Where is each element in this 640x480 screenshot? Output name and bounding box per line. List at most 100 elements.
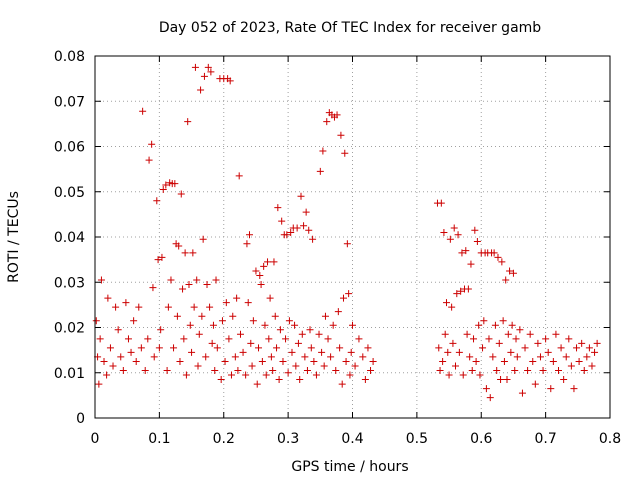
data-points bbox=[92, 63, 601, 402]
data-point bbox=[503, 376, 511, 384]
data-point bbox=[248, 362, 256, 370]
data-point bbox=[337, 131, 345, 139]
plot-frame bbox=[94, 55, 611, 419]
data-point bbox=[593, 339, 601, 347]
data-point bbox=[97, 276, 105, 284]
data-point bbox=[455, 348, 463, 356]
x-tick-label: 0.7 bbox=[534, 431, 556, 447]
data-point bbox=[578, 339, 586, 347]
data-point bbox=[106, 344, 114, 352]
data-point bbox=[345, 290, 353, 298]
y-tick-label: 0.06 bbox=[54, 140, 85, 156]
data-point bbox=[276, 326, 284, 334]
data-point bbox=[470, 335, 478, 343]
data-point bbox=[450, 224, 458, 232]
data-point bbox=[246, 231, 253, 239]
data-point bbox=[448, 303, 456, 311]
data-point bbox=[229, 312, 237, 320]
data-point bbox=[338, 380, 346, 388]
data-point bbox=[208, 339, 216, 347]
data-point bbox=[547, 385, 555, 393]
data-point bbox=[544, 348, 552, 356]
data-point bbox=[182, 371, 190, 379]
data-point bbox=[506, 267, 514, 275]
data-point bbox=[193, 276, 201, 284]
data-point bbox=[218, 317, 226, 325]
data-point bbox=[318, 348, 326, 356]
data-point bbox=[583, 353, 591, 361]
y-tick-label: 0.08 bbox=[54, 49, 85, 65]
data-point bbox=[486, 394, 494, 402]
data-point bbox=[479, 344, 487, 352]
y-tick-label: 0.01 bbox=[54, 366, 85, 382]
data-point bbox=[177, 190, 185, 198]
data-point bbox=[369, 357, 377, 365]
data-point bbox=[441, 330, 449, 338]
data-point bbox=[273, 344, 281, 352]
data-point bbox=[497, 376, 505, 384]
data-point bbox=[346, 371, 354, 379]
data-point bbox=[472, 357, 480, 365]
data-point bbox=[185, 281, 193, 289]
data-point bbox=[485, 335, 493, 343]
data-point bbox=[206, 303, 214, 311]
data-point bbox=[173, 312, 181, 320]
data-point bbox=[334, 308, 342, 316]
data-point bbox=[305, 226, 313, 234]
data-point bbox=[453, 290, 461, 298]
data-point bbox=[490, 249, 498, 257]
data-point bbox=[122, 299, 130, 307]
data-point bbox=[261, 321, 269, 329]
data-point bbox=[260, 262, 268, 270]
data-point bbox=[513, 353, 521, 361]
data-point bbox=[284, 369, 292, 377]
data-point bbox=[341, 149, 349, 157]
data-point bbox=[468, 366, 476, 374]
data-point bbox=[471, 226, 479, 234]
data-point bbox=[247, 339, 255, 347]
data-point bbox=[233, 294, 241, 302]
data-point bbox=[539, 366, 547, 374]
data-point bbox=[499, 317, 507, 325]
x-tick-label: 0.2 bbox=[213, 431, 235, 447]
data-point bbox=[109, 362, 117, 370]
data-point bbox=[473, 238, 481, 246]
data-point bbox=[235, 172, 243, 180]
data-point bbox=[104, 294, 112, 302]
data-point bbox=[194, 362, 202, 370]
data-point bbox=[200, 72, 208, 80]
data-point bbox=[512, 335, 520, 343]
data-point bbox=[202, 353, 210, 361]
data-point bbox=[264, 258, 272, 266]
data-point bbox=[252, 267, 260, 275]
data-point bbox=[355, 335, 363, 343]
data-point bbox=[153, 197, 161, 205]
data-point bbox=[293, 224, 301, 232]
data-point bbox=[149, 284, 157, 292]
data-point bbox=[480, 317, 488, 325]
data-point bbox=[285, 317, 293, 325]
data-point bbox=[336, 344, 344, 352]
y-tick-label: 0 bbox=[76, 411, 85, 427]
data-point bbox=[439, 357, 447, 365]
data-point bbox=[347, 348, 355, 356]
data-point bbox=[269, 366, 277, 374]
data-point bbox=[494, 253, 502, 261]
data-point bbox=[162, 181, 170, 189]
data-point bbox=[253, 380, 261, 388]
data-point bbox=[139, 107, 147, 115]
data-point bbox=[495, 339, 503, 347]
data-point bbox=[500, 357, 508, 365]
data-point bbox=[320, 362, 328, 370]
data-point bbox=[552, 330, 560, 338]
data-point bbox=[343, 240, 351, 248]
data-point bbox=[555, 366, 562, 374]
data-point bbox=[96, 335, 104, 343]
data-point bbox=[493, 366, 501, 374]
data-point bbox=[342, 357, 350, 365]
data-point bbox=[130, 317, 138, 325]
data-point bbox=[436, 366, 444, 374]
data-point bbox=[511, 366, 519, 374]
data-point bbox=[180, 335, 188, 343]
data-point bbox=[446, 235, 454, 243]
